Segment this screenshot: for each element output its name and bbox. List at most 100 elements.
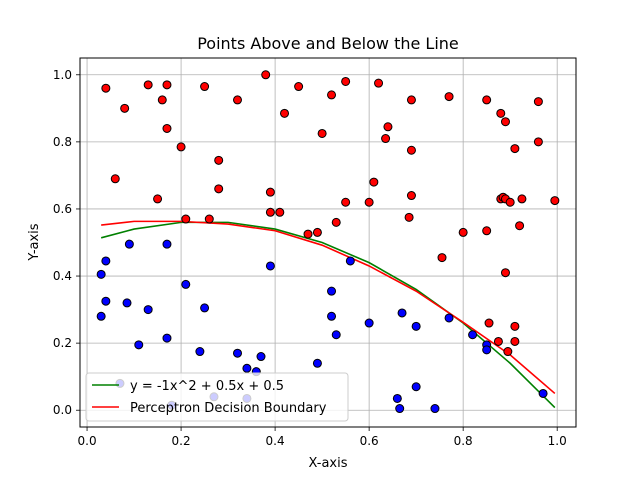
point-below — [96, 269, 106, 279]
point-below — [143, 305, 153, 315]
point-below — [101, 256, 111, 266]
y-tick-label: 0.2 — [53, 336, 72, 350]
point-above — [500, 117, 510, 127]
point-below — [411, 382, 421, 392]
point-below — [265, 261, 275, 271]
point-above — [327, 90, 337, 100]
point-below — [181, 279, 191, 289]
point-above — [369, 177, 379, 187]
point-below — [395, 404, 405, 414]
point-below — [134, 340, 144, 350]
point-below — [397, 308, 407, 318]
chart-title: Points Above and Below the Line — [197, 34, 459, 53]
point-below — [468, 330, 478, 340]
point-above — [404, 212, 414, 222]
point-above — [381, 134, 391, 144]
point-above — [110, 174, 120, 184]
point-below — [124, 239, 134, 249]
point-above — [437, 253, 447, 263]
point-above — [341, 197, 351, 207]
point-above — [510, 336, 520, 346]
point-above — [517, 194, 527, 204]
point-above — [503, 347, 513, 357]
y-tick-label: 0.6 — [53, 202, 72, 216]
series-lines — [100, 220, 556, 409]
point-above — [204, 214, 214, 224]
point-above — [406, 145, 416, 155]
point-above — [341, 76, 351, 86]
point-above — [482, 226, 492, 236]
point-above — [533, 137, 543, 147]
point-above — [500, 268, 510, 278]
point-above — [214, 184, 224, 194]
point-below — [162, 239, 172, 249]
point-above — [550, 196, 560, 206]
y-axis-label: Y-axis — [27, 223, 42, 261]
point-above — [406, 95, 416, 105]
point-above — [510, 144, 520, 154]
point-above — [458, 227, 468, 237]
point-above — [533, 97, 543, 107]
point-below — [242, 363, 252, 373]
point-above — [505, 197, 515, 207]
point-above — [515, 221, 525, 231]
perceptron-boundary-series — [101, 220, 556, 395]
point-above — [484, 318, 494, 328]
point-above — [364, 197, 374, 207]
point-below — [538, 388, 548, 398]
true-line-series — [100, 221, 556, 409]
point-above — [482, 95, 492, 105]
point-below — [195, 347, 205, 357]
point-below — [327, 311, 337, 321]
x-ticks: 0.0 0.2 0.4 0.6 0.8 1.0 — [78, 427, 567, 448]
x-tick-label: 0.4 — [266, 434, 285, 448]
x-axis-label: X-axis — [309, 456, 348, 471]
point-above — [383, 122, 393, 132]
point-above — [317, 128, 327, 138]
point-above — [280, 108, 290, 118]
point-above — [162, 80, 172, 90]
legend-label-true-line: y = -1x^2 + 0.5x + 0.5 — [130, 379, 284, 394]
point-below — [200, 303, 210, 313]
point-below — [345, 256, 355, 266]
point-above — [510, 321, 520, 331]
plot-frame — [79, 57, 577, 428]
point-above — [265, 187, 275, 197]
point-below — [411, 321, 421, 331]
x-tick-label: 0.6 — [360, 434, 379, 448]
scatter-points — [96, 70, 560, 414]
point-above — [101, 83, 111, 93]
point-above — [143, 80, 153, 90]
point-below — [256, 352, 266, 362]
point-above — [214, 155, 224, 165]
point-below — [122, 298, 132, 308]
point-below — [364, 318, 374, 328]
y-tick-label: 0.0 — [53, 403, 72, 417]
legend-label-perceptron: Perceptron Decision Boundary — [130, 401, 327, 416]
point-below — [444, 313, 454, 323]
point-above — [275, 207, 285, 217]
point-above — [331, 217, 341, 227]
point-below — [331, 330, 341, 340]
point-below — [162, 333, 172, 343]
grid — [80, 58, 576, 427]
point-below — [96, 311, 106, 321]
point-below — [232, 348, 242, 358]
point-above — [265, 207, 275, 217]
y-tick-label: 0.8 — [53, 135, 72, 149]
legend-box — [85, 372, 349, 422]
point-above — [176, 142, 186, 152]
point-below — [392, 393, 402, 403]
x-tick-label: 1.0 — [548, 434, 567, 448]
point-above — [181, 214, 191, 224]
point-above — [120, 103, 130, 113]
point-above — [200, 82, 210, 92]
point-below — [327, 286, 337, 296]
y-ticks: 0.0 0.2 0.4 0.6 0.8 1.0 — [53, 68, 80, 417]
point-above — [406, 191, 416, 201]
point-above — [374, 78, 384, 88]
y-tick-label: 1.0 — [53, 68, 72, 82]
point-below — [482, 345, 492, 355]
point-above — [261, 70, 271, 80]
